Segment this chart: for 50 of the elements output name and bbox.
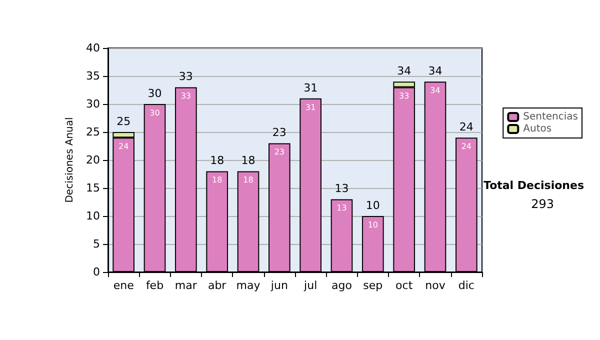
- data-label: 31: [305, 102, 316, 112]
- x-tick-label: dic: [458, 279, 474, 292]
- text: Total Decisiones: [484, 179, 584, 192]
- x-tick-label: nov: [425, 279, 446, 292]
- data-label: 18: [212, 176, 222, 185]
- x-tick-label: ene: [113, 279, 134, 292]
- data-label: 33: [398, 92, 410, 101]
- total-label: 25: [116, 115, 131, 128]
- total-label: 34: [397, 64, 412, 78]
- x-tick-label: may: [236, 279, 261, 292]
- x-tick-label: mar: [174, 279, 198, 292]
- data-label: 34: [430, 86, 440, 96]
- legend-label: Sentencias: [523, 112, 578, 122]
- y-tick-label: 30: [86, 98, 100, 110]
- y-tick-label: 20: [86, 154, 100, 166]
- y-tick-label: 40: [86, 42, 100, 54]
- y-axis-title: Decisiones Anual: [64, 117, 76, 203]
- y-tick-label: 10: [86, 210, 100, 222]
- y-tick-label: 0: [93, 266, 100, 278]
- y-tick-label: 5: [93, 238, 100, 250]
- y-tick-label: 25: [86, 126, 100, 138]
- data-label: 13: [336, 204, 347, 213]
- total-label: 31: [304, 81, 318, 94]
- data-label: 33: [180, 92, 192, 101]
- data-label: 10: [368, 220, 378, 230]
- x-tick-label: jul: [303, 279, 318, 292]
- total-label: 33: [178, 70, 193, 84]
- total-label: 24: [459, 120, 474, 134]
- data-label: 18: [243, 176, 254, 185]
- x-tick-label: abr: [208, 279, 227, 292]
- total-label: 30: [148, 87, 162, 100]
- total-label: 10: [366, 199, 380, 212]
- y-tick-label: 15: [86, 182, 100, 194]
- text: 293: [531, 197, 554, 211]
- y-tick-label: 35: [86, 70, 100, 82]
- total-label: 18: [210, 154, 224, 168]
- x-tick-label: oct: [396, 279, 414, 292]
- x-tick-label: sep: [363, 279, 383, 292]
- total-label: 18: [241, 154, 256, 168]
- total-label: 13: [334, 182, 349, 196]
- data-label: 30: [150, 108, 160, 118]
- legend-label: Autos: [523, 124, 552, 134]
- x-tick-label: ago: [332, 279, 352, 292]
- x-tick-label: jun: [270, 279, 288, 292]
- total-label: 34: [428, 64, 442, 78]
- data-label: 23: [274, 148, 285, 157]
- data-label: 24: [461, 142, 472, 152]
- total-label: 23: [272, 126, 286, 140]
- x-tick-label: feb: [146, 279, 164, 292]
- data-label: 24: [118, 142, 129, 152]
